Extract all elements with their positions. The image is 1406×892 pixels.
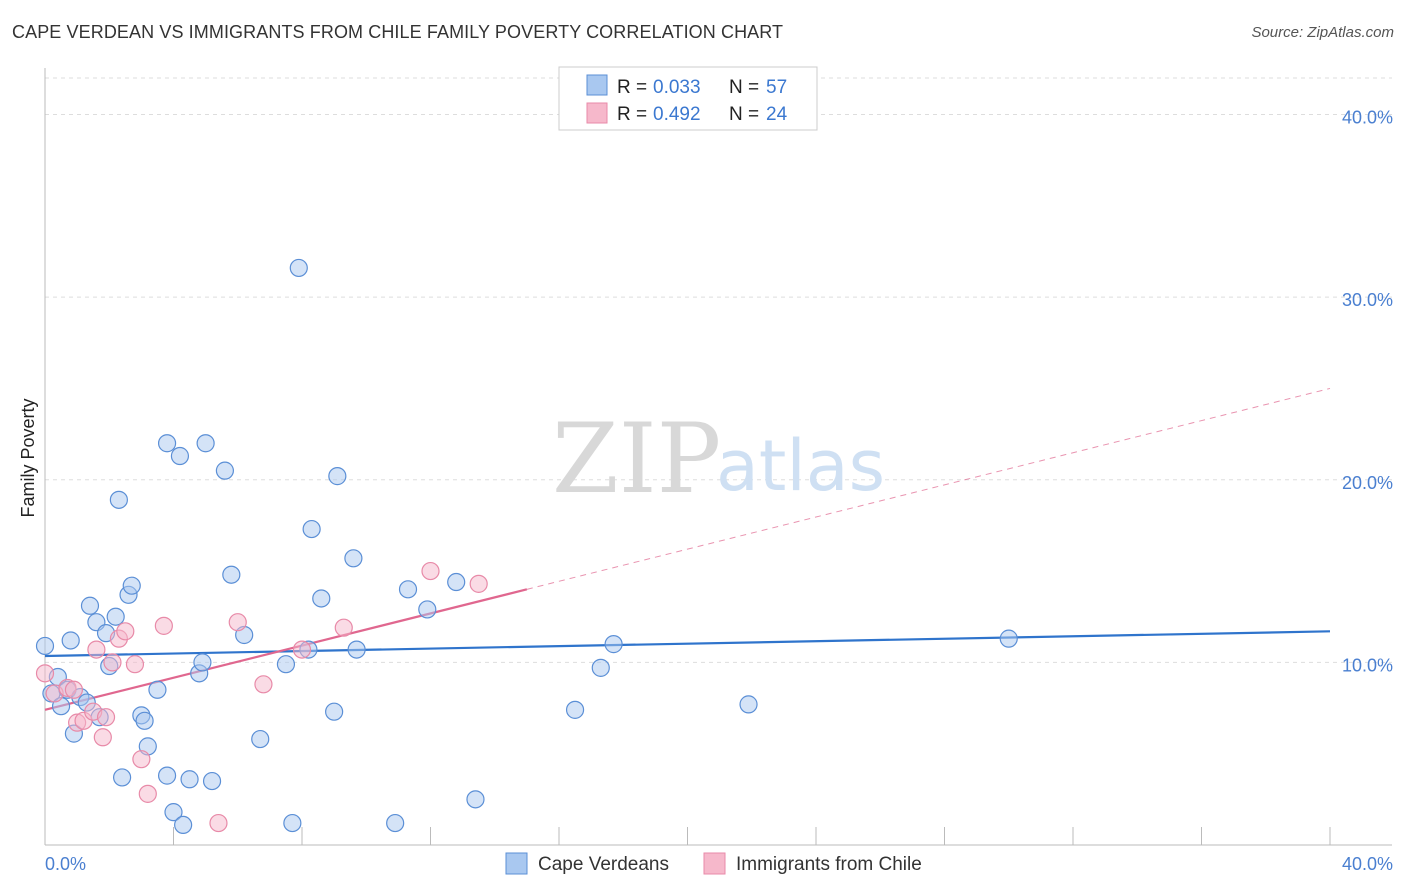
chile-point-20: [254, 675, 273, 694]
cape-verdean-point-24: [157, 434, 177, 453]
legend-swatch-blue: [586, 74, 608, 96]
axes: [44, 68, 1392, 846]
y-tick-labels: 10.0% 20.0% 30.0% 40.0%: [1342, 108, 1393, 676]
watermark-zip: ZIP: [552, 403, 721, 515]
y-axis-title: Family Poverty: [18, 398, 38, 517]
cape-verdean-point-55: [604, 635, 623, 654]
cape-verdean-point-10: [80, 596, 100, 615]
trend-lines: [44, 387, 1331, 711]
chile-point-13: [116, 622, 135, 641]
cape-verdean-point-23: [148, 680, 167, 699]
series-legend: Cape Verdeans Immigrants from Chile: [505, 852, 922, 875]
trend-line-1: [44, 630, 1331, 658]
legend-n-value-2: 24: [766, 104, 788, 125]
y-tick-label-3: 30.0%: [1342, 290, 1393, 310]
x-tick-label-min: 0.0%: [45, 854, 86, 874]
legend-n-value-1: 57: [766, 77, 787, 98]
cape-verdean-point-49: [398, 580, 418, 599]
cape-verdean-point-35: [222, 565, 241, 584]
cape-verdean-point-56: [739, 695, 758, 714]
series-legend-swatch-blue: [505, 852, 528, 875]
cape-verdean-point-33: [202, 771, 222, 791]
cape-verdean-point-50: [418, 600, 437, 619]
cape-verdean-point-27: [170, 446, 190, 466]
legend-r-label-2: R =: [617, 104, 647, 125]
legend-n-label-1: N =: [729, 77, 759, 98]
series-legend-label-pink: Immigrants from Chile: [736, 854, 922, 875]
chile-point-14: [125, 655, 145, 674]
chile-point-9: [93, 728, 112, 747]
cape-verdean-point-6: [61, 631, 80, 650]
y-tick-label-1: 10.0%: [1342, 655, 1393, 675]
cape-verdean-point-17: [112, 768, 132, 787]
legend-r-label-1: R =: [617, 77, 647, 98]
chile-point-22: [334, 618, 353, 637]
legend-n-label-2: N =: [729, 104, 759, 125]
y-tick-label-4: 40.0%: [1342, 108, 1393, 128]
cape-verdean-point-37: [251, 729, 270, 749]
watermark-atlas: atlas: [716, 425, 885, 507]
chart-source: Source: ZipAtlas.com: [1251, 24, 1394, 41]
correlation-legend: R = 0.033 N = 57 R = 0.492 N = 24: [558, 66, 818, 131]
chile-point-24: [469, 574, 488, 593]
chile-point-17: [154, 616, 173, 635]
cape-verdean-point-42: [302, 519, 321, 539]
cape-verdean-point-16: [109, 490, 128, 509]
cape-verdean-point-43: [312, 589, 331, 608]
cape-verdean-point-48: [386, 813, 405, 833]
chile-point-19: [228, 613, 247, 632]
cape-verdean-point-19: [122, 576, 141, 595]
chart-title: CAPE VERDEAN VS IMMIGRANTS FROM CHILE FA…: [12, 22, 784, 42]
x-tick-labels: 0.0% 40.0%: [45, 854, 1393, 874]
cape-verdean-point-1: [35, 636, 55, 656]
data-points: [35, 258, 1018, 835]
cape-verdean-point-26: [164, 803, 183, 822]
chile-point-15: [132, 750, 151, 769]
cape-verdean-point-51: [447, 572, 466, 592]
legend-r-value-1: 0.033: [653, 77, 701, 98]
chile-point-11: [103, 653, 122, 672]
chile-point-18: [209, 813, 228, 833]
legend-swatch-pink: [586, 102, 608, 124]
chile-point-1: [35, 664, 55, 683]
series-legend-swatch-pink: [703, 852, 726, 875]
trend-line-extension-2: [526, 387, 1331, 590]
cape-verdean-point-54: [591, 658, 610, 677]
cape-verdean-point-31: [193, 653, 212, 672]
cape-verdean-point-46: [344, 549, 363, 568]
cape-verdean-point-15: [106, 607, 125, 626]
x-tick-label-max: 40.0%: [1342, 854, 1393, 874]
cape-verdean-point-32: [196, 434, 215, 453]
chile-point-10: [96, 708, 116, 727]
cape-verdean-point-39: [283, 813, 302, 833]
chile-point-23: [421, 561, 440, 581]
gridlines: [45, 77, 1392, 663]
cape-verdean-point-44: [325, 702, 344, 721]
legend-r-value-2: 0.492: [653, 104, 701, 125]
chile-point-4: [64, 680, 84, 699]
y-tick-label-2: 20.0%: [1342, 473, 1393, 493]
cape-verdean-point-34: [215, 461, 234, 480]
cape-verdean-point-21: [135, 711, 154, 730]
chile-point-8: [87, 640, 106, 659]
series-legend-label-blue: Cape Verdeans: [538, 854, 669, 875]
cape-verdean-point-57: [999, 629, 1018, 648]
cape-verdean-point-53: [565, 700, 585, 719]
chile-point-16: [138, 784, 157, 803]
cape-verdean-point-38: [276, 655, 296, 674]
cape-verdean-point-47: [347, 640, 366, 659]
cape-verdean-point-29: [180, 770, 199, 789]
trend-line-2: [44, 588, 528, 711]
cape-verdean-point-28: [174, 815, 193, 835]
cape-verdean-point-52: [466, 790, 485, 809]
cape-verdean-point-25: [157, 766, 177, 785]
cape-verdean-point-40: [289, 258, 308, 278]
cape-verdean-point-45: [328, 467, 347, 486]
chile-point-21: [292, 640, 312, 659]
